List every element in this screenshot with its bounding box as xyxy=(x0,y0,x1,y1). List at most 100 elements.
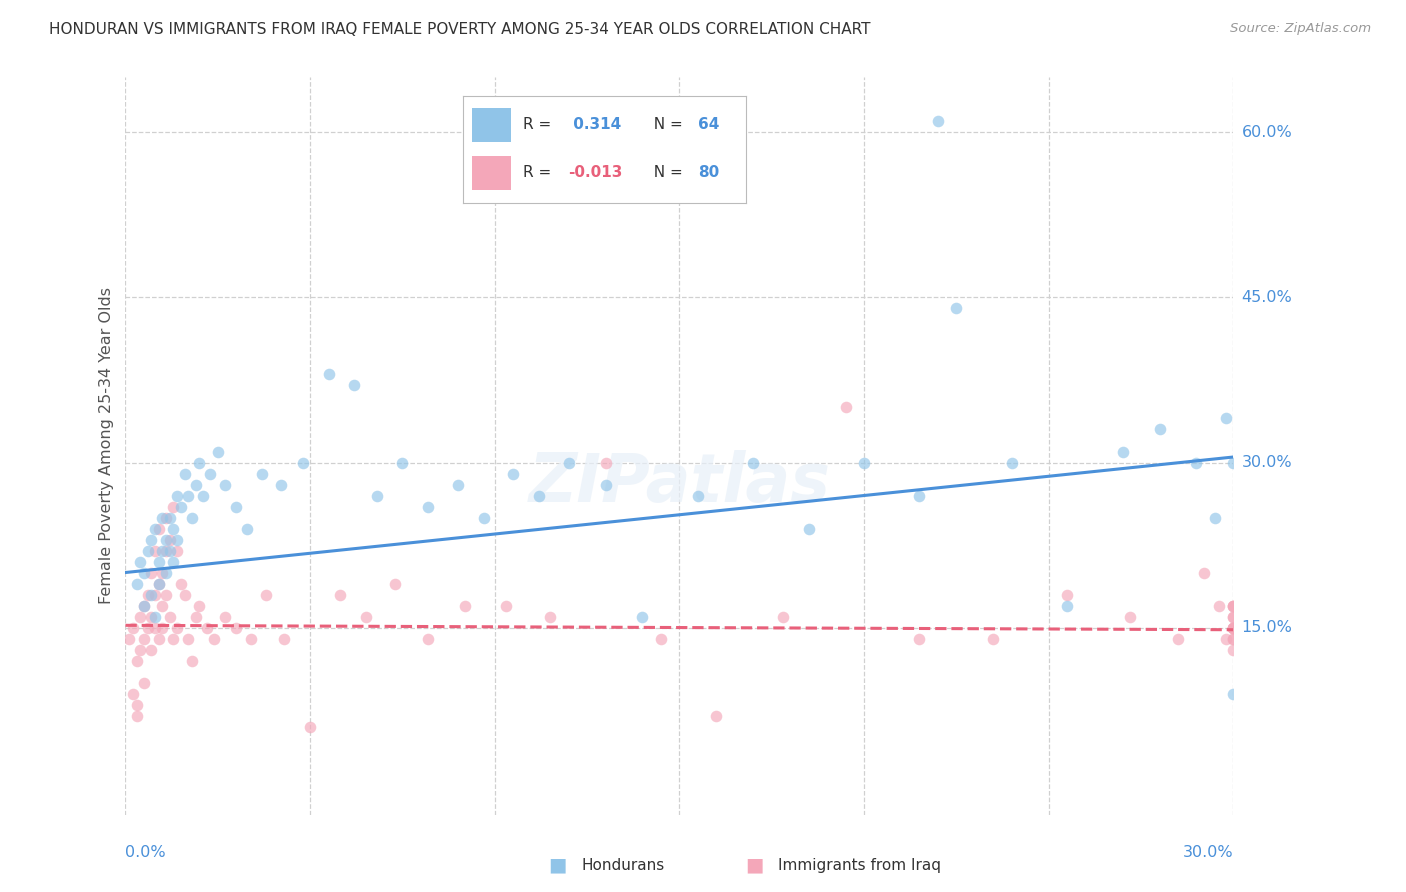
Point xyxy=(132,566,155,580)
Point xyxy=(273,632,295,646)
Point xyxy=(225,621,247,635)
Point xyxy=(152,510,174,524)
Point xyxy=(214,477,236,491)
Point xyxy=(557,456,579,470)
Point xyxy=(166,489,188,503)
Point xyxy=(162,500,184,514)
Point xyxy=(166,543,188,558)
Point xyxy=(447,477,470,491)
Point xyxy=(143,522,166,536)
Point xyxy=(125,698,148,712)
Point xyxy=(225,500,247,514)
Point xyxy=(125,576,148,591)
Point xyxy=(141,642,163,657)
Point xyxy=(650,632,672,646)
Point xyxy=(1222,609,1244,624)
Point xyxy=(191,489,214,503)
Point xyxy=(908,489,931,503)
Text: 45.0%: 45.0% xyxy=(1241,290,1292,305)
Point xyxy=(384,576,406,591)
Point xyxy=(1149,422,1171,436)
Point xyxy=(132,632,155,646)
Point xyxy=(472,510,495,524)
Point xyxy=(159,543,181,558)
Point xyxy=(772,609,794,624)
Point xyxy=(136,588,159,602)
Point xyxy=(155,543,177,558)
Point xyxy=(981,632,1004,646)
Point xyxy=(502,467,524,481)
Point xyxy=(834,401,856,415)
Point xyxy=(595,477,617,491)
Point xyxy=(181,510,204,524)
Point xyxy=(270,477,292,491)
Point xyxy=(143,609,166,624)
Point xyxy=(143,588,166,602)
Point xyxy=(129,642,152,657)
Point xyxy=(454,599,477,613)
Point xyxy=(148,576,170,591)
Point xyxy=(170,576,193,591)
Point xyxy=(148,555,170,569)
Text: 30.0%: 30.0% xyxy=(1241,455,1292,470)
Point xyxy=(159,533,181,547)
Point xyxy=(143,543,166,558)
Point xyxy=(200,467,222,481)
Point xyxy=(1215,411,1237,425)
Point xyxy=(254,588,277,602)
Point xyxy=(170,500,193,514)
Text: ■: ■ xyxy=(745,855,763,875)
Text: 30.0%: 30.0% xyxy=(1182,845,1233,860)
Point xyxy=(152,599,174,613)
Point xyxy=(152,543,174,558)
Point xyxy=(1215,632,1237,646)
Point xyxy=(188,599,211,613)
Text: ZIPatlas: ZIPatlas xyxy=(529,450,831,516)
Point xyxy=(141,609,163,624)
Point xyxy=(704,708,727,723)
Point xyxy=(202,632,225,646)
Point xyxy=(141,533,163,547)
Point xyxy=(129,555,152,569)
Point xyxy=(927,114,949,128)
Y-axis label: Female Poverty Among 25-34 Year Olds: Female Poverty Among 25-34 Year Olds xyxy=(100,287,114,605)
Point xyxy=(184,609,207,624)
Point xyxy=(1185,456,1208,470)
Point xyxy=(329,588,352,602)
Point xyxy=(118,632,141,646)
Point xyxy=(299,720,322,734)
Point xyxy=(177,632,200,646)
Point xyxy=(129,609,152,624)
Point xyxy=(595,456,617,470)
Point xyxy=(236,522,259,536)
Text: Immigrants from Iraq: Immigrants from Iraq xyxy=(778,858,941,872)
Point xyxy=(343,378,366,392)
Point xyxy=(1222,632,1244,646)
Point xyxy=(125,654,148,668)
Point xyxy=(177,489,200,503)
Point xyxy=(162,522,184,536)
Point xyxy=(631,609,654,624)
Point xyxy=(141,588,163,602)
Text: Source: ZipAtlas.com: Source: ZipAtlas.com xyxy=(1230,22,1371,36)
Point xyxy=(1222,609,1244,624)
Point xyxy=(1056,599,1078,613)
Point xyxy=(173,467,195,481)
Point xyxy=(250,467,273,481)
Point xyxy=(240,632,263,646)
Point xyxy=(121,621,143,635)
Point xyxy=(1222,456,1244,470)
Point xyxy=(207,444,229,458)
Point xyxy=(1222,621,1244,635)
Text: HONDURAN VS IMMIGRANTS FROM IRAQ FEMALE POVERTY AMONG 25-34 YEAR OLDS CORRELATIO: HONDURAN VS IMMIGRANTS FROM IRAQ FEMALE … xyxy=(49,22,870,37)
Point xyxy=(1056,588,1078,602)
Point xyxy=(686,489,709,503)
Point xyxy=(162,555,184,569)
Point xyxy=(188,456,211,470)
Point xyxy=(121,687,143,701)
Point xyxy=(132,599,155,613)
Point xyxy=(152,566,174,580)
Point xyxy=(1167,632,1189,646)
Point xyxy=(148,632,170,646)
Text: 60.0%: 60.0% xyxy=(1241,125,1292,140)
